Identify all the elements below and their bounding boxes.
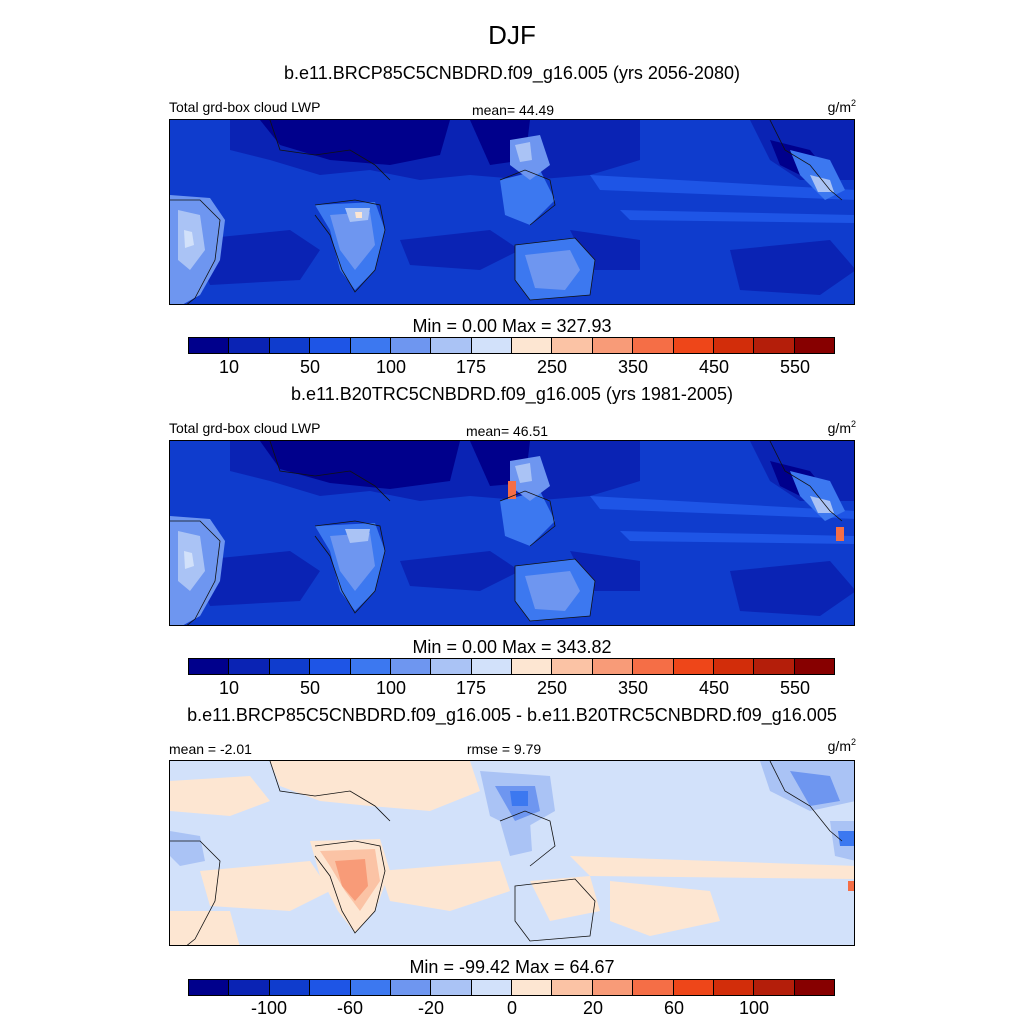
- panel-3-rmse-label: rmse = 9.79: [466, 741, 542, 757]
- panel-1-min-max: Min = 0.00 Max = 327.93: [412, 316, 612, 336]
- colorbar-swatch: [592, 338, 634, 353]
- panel-3-map-field: [170, 761, 854, 945]
- colorbar-swatch: [390, 338, 432, 353]
- colorbar-swatch: [471, 980, 512, 995]
- figure-title: DJF: [488, 20, 536, 50]
- panel-1-colorbar: [188, 337, 835, 354]
- colorbar-tick-label: 250: [536, 357, 568, 377]
- colorbar-tick-label: 250: [536, 678, 568, 698]
- panel-1-case-title: b.e11.BRCP85C5CNBDRD.f09_g16.005 (yrs 20…: [284, 63, 740, 83]
- panel-1-map: [169, 119, 855, 305]
- colorbar-swatch: [633, 980, 674, 995]
- panel-3-units-label: g/m2: [827, 737, 856, 754]
- colorbar-tick-label: -100: [250, 998, 288, 1018]
- colorbar-swatch: [592, 980, 634, 995]
- panel-1-units-label: g/m2: [827, 98, 856, 115]
- colorbar-tick-label: 350: [617, 678, 649, 698]
- panel-1-mean-label: mean= 44.49: [471, 102, 555, 118]
- colorbar-swatch: [552, 338, 593, 353]
- colorbar-swatch: [189, 338, 230, 353]
- colorbar-swatch: [269, 659, 311, 674]
- colorbar-swatch: [350, 980, 391, 995]
- colorbar-tick-label: 20: [582, 998, 604, 1018]
- colorbar-tick-label: 350: [617, 357, 649, 377]
- colorbar-swatch: [713, 338, 755, 353]
- panel-2-min-max: Min = 0.00 Max = 343.82: [412, 637, 612, 657]
- colorbar-swatch: [673, 338, 714, 353]
- panel-2-map: [169, 440, 855, 626]
- colorbar-swatch: [794, 659, 834, 674]
- panel-2-map-field: [170, 441, 854, 625]
- colorbar-swatch: [471, 338, 512, 353]
- colorbar-tick-label: 10: [218, 678, 240, 698]
- colorbar-tick-label: 550: [779, 678, 811, 698]
- colorbar-swatch: [431, 980, 472, 995]
- panel-2-units-label: g/m2: [827, 419, 856, 436]
- colorbar-swatch: [350, 338, 391, 353]
- colorbar-swatch: [229, 659, 270, 674]
- colorbar-swatch: [592, 659, 634, 674]
- colorbar-tick-label: 100: [375, 357, 407, 377]
- panel-2-variable-label: Total grd-box cloud LWP: [169, 420, 321, 436]
- panel-3-colorbar: [188, 979, 835, 996]
- colorbar-swatch: [310, 659, 351, 674]
- colorbar-swatch: [673, 980, 714, 995]
- panel-1-map-field: [170, 120, 854, 304]
- colorbar-swatch: [794, 338, 834, 353]
- colorbar-tick-label: 10: [218, 357, 240, 377]
- colorbar-tick-label: 175: [455, 678, 487, 698]
- colorbar-swatch: [229, 980, 270, 995]
- colorbar-tick-label: 50: [299, 678, 321, 698]
- colorbar-swatch: [713, 980, 755, 995]
- colorbar-tick-label: 175: [455, 357, 487, 377]
- colorbar-swatch: [189, 659, 230, 674]
- panel-3-case-title: b.e11.BRCP85C5CNBDRD.f09_g16.005 - b.e11…: [187, 705, 837, 725]
- colorbar-tick-label: 100: [375, 678, 407, 698]
- panel-2-mean-label: mean= 46.51: [465, 423, 549, 439]
- colorbar-tick-label: 0: [506, 998, 518, 1018]
- colorbar-tick-label: 100: [738, 998, 770, 1018]
- colorbar-swatch: [552, 980, 593, 995]
- colorbar-swatch: [713, 659, 755, 674]
- colorbar-swatch: [552, 659, 593, 674]
- colorbar-swatch: [269, 980, 311, 995]
- colorbar-swatch: [512, 659, 553, 674]
- colorbar-swatch: [229, 338, 270, 353]
- colorbar-tick-label: 50: [299, 357, 321, 377]
- colorbar-swatch: [431, 659, 472, 674]
- colorbar-swatch: [350, 659, 391, 674]
- colorbar-swatch: [390, 980, 432, 995]
- colorbar-swatch: [512, 980, 553, 995]
- colorbar-tick-label: 60: [663, 998, 685, 1018]
- panel-3-min-max: Min = -99.42 Max = 64.67: [409, 957, 615, 977]
- colorbar-tick-label: 450: [698, 678, 730, 698]
- colorbar-tick-label: 550: [779, 357, 811, 377]
- colorbar-swatch: [310, 338, 351, 353]
- colorbar-swatch: [310, 980, 351, 995]
- panel-3-map: [169, 760, 855, 946]
- panel-2-case-title: b.e11.B20TRC5CNBDRD.f09_g16.005 (yrs 198…: [291, 384, 733, 404]
- colorbar-tick-label: 450: [698, 357, 730, 377]
- colorbar-swatch: [754, 338, 795, 353]
- colorbar-swatch: [512, 338, 553, 353]
- colorbar-tick-label: -60: [336, 998, 364, 1018]
- colorbar-swatch: [189, 980, 230, 995]
- colorbar-swatch: [633, 338, 674, 353]
- colorbar-swatch: [471, 659, 512, 674]
- colorbar-swatch: [431, 338, 472, 353]
- colorbar-swatch: [794, 980, 834, 995]
- colorbar-swatch: [754, 659, 795, 674]
- panel-1-variable-label: Total grd-box cloud LWP: [169, 99, 321, 115]
- panel-2-colorbar: [188, 658, 835, 675]
- colorbar-swatch: [269, 338, 311, 353]
- colorbar-tick-label: -20: [417, 998, 445, 1018]
- colorbar-swatch: [754, 980, 795, 995]
- colorbar-swatch: [390, 659, 432, 674]
- panel-3-mean-label: mean = -2.01: [169, 741, 252, 757]
- colorbar-swatch: [673, 659, 714, 674]
- colorbar-swatch: [633, 659, 674, 674]
